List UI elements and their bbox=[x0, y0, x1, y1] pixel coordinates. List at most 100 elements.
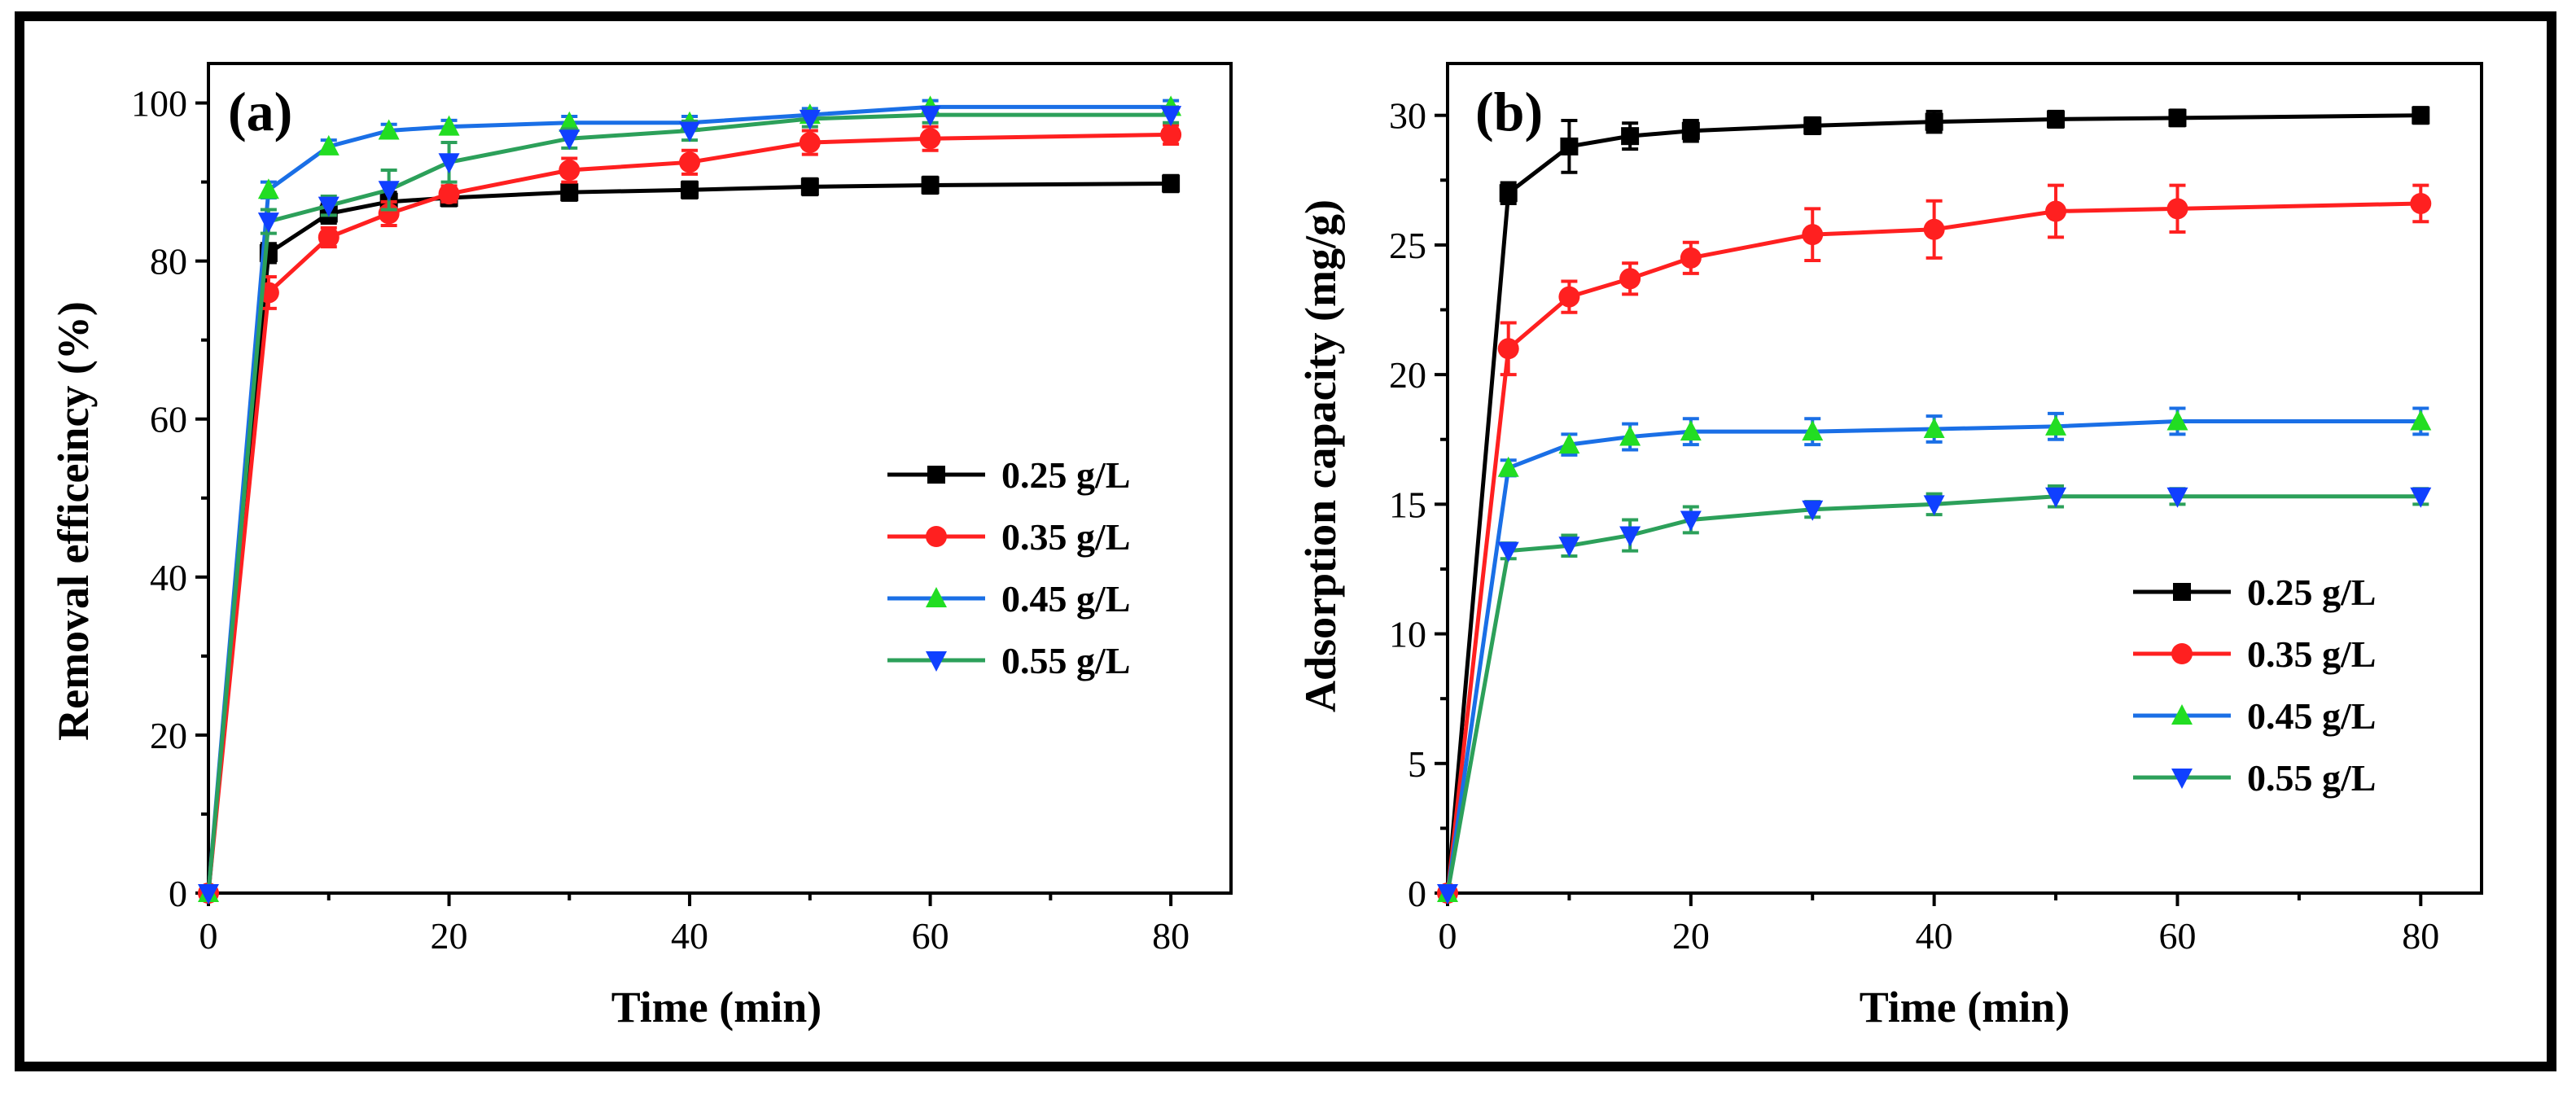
panel-b-legend-marker bbox=[2171, 769, 2193, 789]
panel-b-x-tick-label: 40 bbox=[1916, 915, 1953, 957]
panel-a-x-tick-label: 0 bbox=[199, 915, 218, 957]
panel-a-x-tick-label: 40 bbox=[671, 915, 708, 957]
panel-a-series-line-2 bbox=[206, 104, 1172, 894]
panel-b-data-point bbox=[2410, 192, 2432, 214]
panel-b-legend-label: 0.35 g/L bbox=[2247, 633, 2376, 675]
panel-a-data-point bbox=[559, 129, 580, 151]
panel-a-data-point bbox=[378, 181, 400, 202]
panel-a-y-axis-title: Removal efficeincy (%) bbox=[49, 301, 98, 741]
panel-b-data-point bbox=[1497, 338, 1519, 360]
panel-a-y-tick-label: 40 bbox=[150, 557, 187, 598]
panel-a-data-point bbox=[1162, 174, 1181, 193]
panel-a-y-tick-label: 0 bbox=[169, 873, 187, 914]
panel-a-x-tick-label: 60 bbox=[912, 915, 949, 957]
panel-a-data-point bbox=[1160, 106, 1182, 127]
panel-a-series-line-3 bbox=[206, 112, 1172, 894]
panel-a-data-point bbox=[800, 177, 819, 196]
panel-b-legend-marker bbox=[2171, 643, 2193, 664]
panel-a-data-point bbox=[378, 119, 400, 140]
panel-b-y-axis-title: Adsorption capacity (mg/g) bbox=[1296, 199, 1345, 712]
panel-b-data-point bbox=[1497, 541, 1519, 563]
panel-b-data-point bbox=[2166, 487, 2188, 508]
panel-a-plot-frame bbox=[207, 62, 1233, 895]
panel-b-data-point bbox=[2168, 108, 2187, 127]
panel-a-x-tick-label: 20 bbox=[431, 915, 468, 957]
panel-b-data-point bbox=[1923, 218, 1945, 240]
panel-b-data-point bbox=[1680, 510, 1702, 532]
panel-a-data-point bbox=[559, 160, 580, 182]
panel-a-data-point bbox=[799, 109, 821, 130]
panel-b-y-tick-label: 20 bbox=[1389, 354, 1426, 396]
panel-a-data-point bbox=[919, 128, 941, 150]
panel-b-x-tick-label: 60 bbox=[2158, 915, 2196, 957]
panel-b-data-point bbox=[1619, 268, 1641, 290]
panel-a-data-point bbox=[681, 181, 699, 199]
panel-a-data-point bbox=[921, 176, 940, 195]
panel-b-series-line-3 bbox=[1445, 494, 2421, 894]
panel-b-data-point bbox=[1558, 433, 1580, 454]
panel-a-data-point bbox=[679, 121, 701, 142]
panel-b-series-line-2 bbox=[1445, 418, 2421, 894]
panel-b-plot-frame bbox=[1446, 62, 2483, 895]
panel-b-data-point bbox=[2166, 410, 2188, 431]
panel-b-data-point bbox=[1681, 121, 1700, 140]
panel-a-x-axis-title: Time (min) bbox=[611, 983, 821, 1031]
panel-b-y-tick-label: 5 bbox=[1408, 743, 1426, 785]
panel-a-y-tick-label: 60 bbox=[150, 399, 187, 440]
panel-b-series-line-0 bbox=[1445, 113, 2421, 894]
panel-b-data-point bbox=[2412, 106, 2430, 125]
panel-a-series-line-1 bbox=[206, 132, 1172, 894]
panel-b-data-point bbox=[1437, 884, 1458, 904]
panel-a-data-point bbox=[438, 153, 460, 174]
panel-a-legend-marker bbox=[927, 466, 945, 484]
panel-b-data-point bbox=[1499, 184, 1518, 203]
panel-a-data-point bbox=[560, 183, 579, 202]
panel-b-data-point bbox=[1619, 526, 1641, 547]
panel-a-data-point bbox=[318, 226, 340, 248]
panel-a-data-point bbox=[438, 183, 460, 205]
panel-a-y-tick-label: 100 bbox=[131, 83, 187, 125]
panel-a-data-point bbox=[559, 111, 580, 132]
panel-b-data-point bbox=[2047, 110, 2066, 129]
panel-b-data-point bbox=[1923, 495, 1945, 516]
panel-b-legend-label: 0.25 g/L bbox=[2247, 572, 2376, 613]
panel-b-label: (b) bbox=[1475, 81, 1543, 142]
panel-b-data-point bbox=[1925, 112, 1943, 131]
panel-a-legend-marker bbox=[926, 526, 947, 547]
panel-b-y-tick-label: 30 bbox=[1389, 95, 1426, 137]
panel-a-data-point bbox=[257, 212, 279, 234]
panel-b-y-tick-label: 10 bbox=[1389, 614, 1426, 655]
panel-a-legend-label: 0.55 g/L bbox=[1001, 640, 1130, 681]
panel-b-x-tick-label: 80 bbox=[2402, 915, 2439, 957]
panel-b-data-point bbox=[2045, 487, 2067, 508]
panel-a-chart: (a) Time (min) Removal efficeincy (%) 0 2… bbox=[49, 62, 1233, 1031]
panel-b-data-point bbox=[1802, 420, 1824, 441]
panel-b-data-point bbox=[1803, 116, 1822, 135]
panel-a-legend-marker bbox=[926, 651, 947, 672]
panel-a-data-point bbox=[318, 134, 340, 155]
panel-a-legend-label: 0.25 g/L bbox=[1001, 454, 1130, 496]
panel-a-data-point bbox=[318, 196, 340, 217]
panel-b-data-point bbox=[1680, 420, 1702, 441]
panel-a-data-point bbox=[198, 884, 219, 904]
panel-b-data-point bbox=[1680, 247, 1702, 269]
panel-b-data-point bbox=[1802, 500, 1824, 521]
panel-b-series-line-1 bbox=[1445, 201, 2421, 894]
panel-a-data-point bbox=[438, 115, 460, 136]
panel-b-x-tick-label: 20 bbox=[1672, 915, 1710, 957]
panel-b-chart: (b) Time (min) Adsorption capacity (mg/g… bbox=[1296, 62, 2483, 1031]
panel-b-y-tick-label: 15 bbox=[1389, 484, 1426, 525]
panel-a-data-point bbox=[799, 132, 821, 154]
panel-a-label: (a) bbox=[228, 81, 292, 142]
panel-b-legend-label: 0.45 g/L bbox=[2247, 695, 2376, 737]
panel-b-y-tick-label: 25 bbox=[1389, 225, 1426, 266]
panel-a-series-line-0 bbox=[206, 182, 1172, 894]
panel-b-data-point bbox=[2166, 198, 2188, 220]
panel-b-data-point bbox=[1621, 127, 1640, 146]
panel-b-legend-marker bbox=[2173, 583, 2191, 601]
panel-b-data-point bbox=[1558, 537, 1580, 558]
panel-b-x-axis-title: Time (min) bbox=[1860, 983, 2070, 1031]
panel-b-y-tick-label: 0 bbox=[1408, 873, 1426, 914]
panel-a-x-tick-label: 80 bbox=[1152, 915, 1189, 957]
